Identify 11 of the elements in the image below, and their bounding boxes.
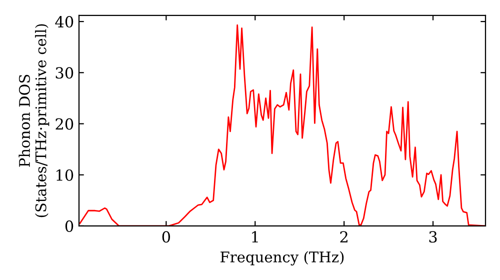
- y-tick-label: 20: [56, 118, 74, 130]
- y-tick-label: 10: [56, 169, 74, 181]
- y-tick-label: 30: [56, 67, 74, 79]
- x-tick-label: 3: [429, 231, 437, 243]
- y-axis-title: Phonon DOS (States/THz·primitive cell): [18, 24, 50, 218]
- y-tick-label: 0: [65, 220, 74, 232]
- x-tick-label: 0: [162, 231, 170, 243]
- y-tick-label: 40: [55, 16, 74, 28]
- x-tick-label: 2: [340, 231, 348, 242]
- x-axis-title: Frequency (THz): [220, 251, 344, 266]
- x-tick-label: 1: [252, 231, 258, 242]
